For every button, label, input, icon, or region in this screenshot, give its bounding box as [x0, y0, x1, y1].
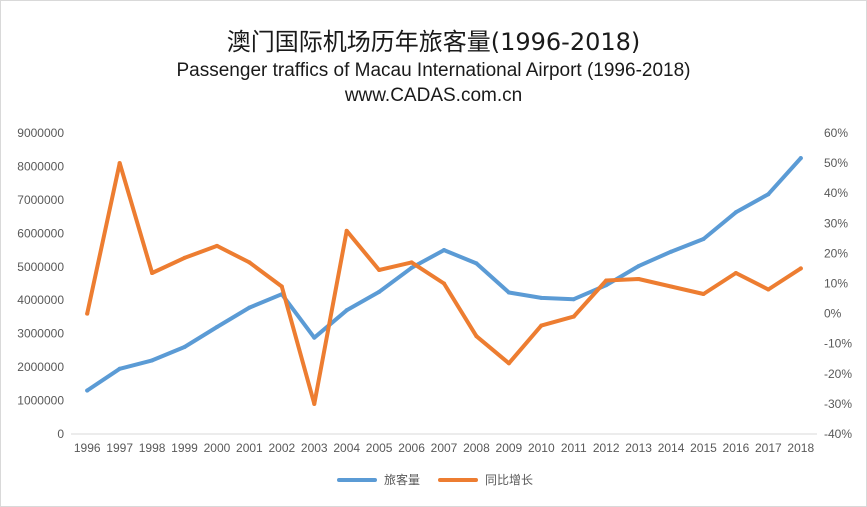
data-point [766, 192, 771, 197]
legend-label: 旅客量 [384, 472, 420, 487]
data-point [279, 284, 284, 289]
data-point [312, 335, 317, 340]
data-point [539, 295, 544, 300]
y-right-tick-label: 60% [824, 126, 848, 140]
x-tick-label: 2017 [755, 441, 782, 455]
data-point [539, 323, 544, 328]
data-point [701, 237, 706, 242]
x-tick-label: 2005 [366, 441, 393, 455]
chart-source: www.CADAS.com.cn [344, 85, 523, 106]
x-tick-label: 2018 [787, 441, 814, 455]
x-tick-label: 2004 [333, 441, 360, 455]
data-point [85, 388, 90, 393]
y-left-tick-label: 3000000 [17, 327, 64, 341]
legend-label: 同比增长 [485, 473, 533, 487]
y-right-tick-label: -20% [824, 367, 852, 381]
y-right-tick-label: 0% [824, 307, 842, 321]
y-left-tick-label: 0 [57, 427, 64, 441]
data-point [409, 260, 414, 265]
y-left-tick-label: 9000000 [17, 126, 64, 140]
data-point [150, 358, 155, 363]
data-point [636, 276, 641, 281]
data-point [701, 292, 706, 297]
data-point [247, 305, 252, 310]
data-point [669, 284, 674, 289]
chart-title: 澳门国际机场历年旅客量(1996-2018) [226, 28, 641, 56]
y-left-tick-label: 4000000 [17, 293, 64, 307]
x-tick-label: 2002 [268, 441, 295, 455]
x-tick-label: 2012 [593, 441, 620, 455]
x-tick-label: 2013 [625, 441, 652, 455]
data-point [377, 289, 382, 294]
data-point [506, 290, 511, 295]
y-right-tick-label: 50% [824, 156, 848, 170]
data-point [766, 287, 771, 292]
data-point [669, 249, 674, 254]
x-tick-label: 2015 [690, 441, 717, 455]
x-tick-label: 1999 [171, 441, 198, 455]
y-left-tick-label: 8000000 [17, 159, 64, 173]
data-point [344, 308, 349, 313]
data-point [571, 297, 576, 302]
data-point [798, 266, 803, 271]
y-left-tick-label: 2000000 [17, 360, 64, 374]
x-tick-label: 2006 [398, 441, 425, 455]
data-point [182, 255, 187, 260]
data-point [150, 270, 155, 275]
x-tick-label: 2008 [463, 441, 490, 455]
y-left-tick-label: 7000000 [17, 193, 64, 207]
data-point [377, 267, 382, 272]
data-point [214, 243, 219, 248]
data-point [733, 210, 738, 215]
data-point [474, 334, 479, 339]
series-line [85, 156, 803, 393]
x-tick-label: 2010 [528, 441, 555, 455]
data-point [442, 281, 446, 286]
y-right-tick-label: 20% [824, 246, 848, 260]
y-right-tick-label: -40% [824, 427, 852, 441]
x-tick-label: 1997 [106, 441, 133, 455]
data-point [214, 324, 219, 329]
x-tick-label: 1998 [139, 441, 166, 455]
y-right-tick-label: 10% [824, 277, 848, 291]
y-left-tick-label: 5000000 [17, 260, 64, 274]
data-point [312, 401, 317, 406]
data-point [506, 361, 511, 366]
x-tick-label: 2001 [236, 441, 263, 455]
x-tick-label: 2016 [723, 441, 750, 455]
x-tick-label: 2011 [561, 441, 587, 455]
x-tick-label: 2009 [496, 441, 523, 455]
x-tick-label: 2014 [658, 441, 685, 455]
data-point [636, 264, 641, 269]
data-point [798, 156, 803, 161]
data-point [182, 345, 187, 350]
y-left-tick-label: 6000000 [17, 226, 64, 240]
data-point [85, 311, 90, 316]
y-right-tick-label: -10% [824, 337, 852, 351]
data-point [442, 248, 446, 253]
data-point [344, 228, 349, 233]
data-point [247, 260, 252, 265]
y-left-tick-label: 1000000 [17, 394, 64, 408]
chart-subtitle: Passenger traffics of Macau Internationa… [176, 60, 691, 81]
x-tick-label: 1996 [74, 441, 101, 455]
data-point [733, 270, 738, 275]
y-right-tick-label: 40% [824, 186, 848, 200]
x-tick-label: 2000 [204, 441, 231, 455]
data-point [604, 278, 609, 283]
y-right-tick-label: -30% [824, 397, 852, 411]
x-tick-label: 2003 [301, 441, 328, 455]
data-point [117, 366, 122, 371]
data-point [474, 261, 479, 266]
data-point [409, 265, 414, 270]
data-point [571, 314, 576, 319]
data-point [117, 161, 122, 166]
x-tick-label: 2007 [431, 441, 458, 455]
y-right-tick-label: 30% [824, 216, 848, 230]
